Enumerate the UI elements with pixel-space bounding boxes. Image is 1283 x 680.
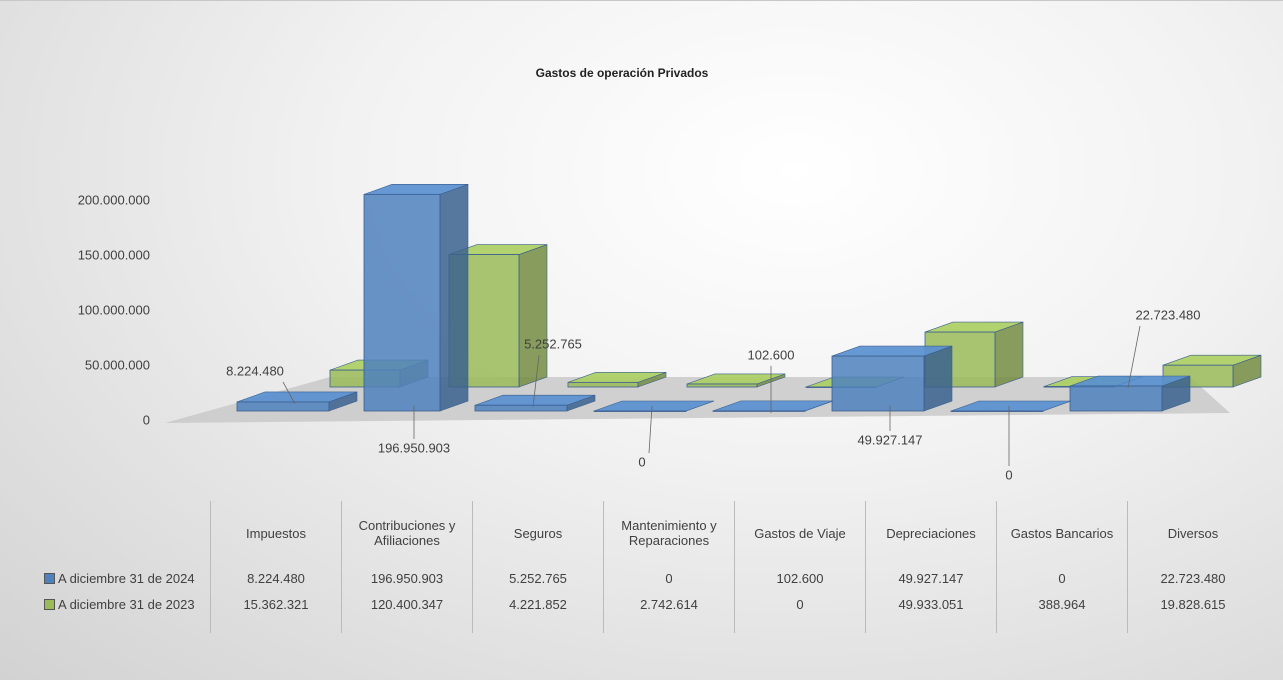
bar-front <box>567 381 639 388</box>
y-tick-label: 200.000.000 <box>78 192 150 207</box>
column-header: Seguros <box>472 501 604 565</box>
bar-side <box>518 244 548 388</box>
corner <box>40 501 211 565</box>
column-header: Diversos <box>1127 501 1258 565</box>
table-cell: 0 <box>734 591 866 633</box>
bar-side <box>994 321 1024 388</box>
bar <box>831 345 953 412</box>
bar-front <box>712 410 806 412</box>
bar <box>363 183 469 412</box>
y-tick-label: 0 <box>143 412 150 427</box>
bar <box>1069 375 1191 412</box>
table-cell: 196.950.903 <box>341 565 473 591</box>
data-label: 22.723.480 <box>1135 307 1200 322</box>
bar-side <box>439 183 469 412</box>
y-tick-label: 50.000.000 <box>85 357 150 372</box>
column-header: Depreciaciones <box>865 501 997 565</box>
data-table: Impuestos Contribuciones y Afiliaciones Se… <box>40 501 1258 633</box>
data-label: 49.927.147 <box>857 432 922 447</box>
bar-front <box>363 193 441 412</box>
data-label: 0 <box>638 454 645 469</box>
bar-front <box>474 404 568 412</box>
table-cell: 388.964 <box>996 591 1128 633</box>
column-header: Impuestos <box>210 501 342 565</box>
legend-entry: A diciembre 31 de 2024 <box>40 565 211 591</box>
bar <box>236 391 358 412</box>
chart-title: Gastos de operación Privados <box>536 66 709 80</box>
column-header: Gastos de Viaje <box>734 501 866 565</box>
table-cell: 0 <box>996 565 1128 591</box>
table-cell: 5.252.765 <box>472 565 604 591</box>
table-cell: 15.362.321 <box>210 591 342 633</box>
bar <box>593 400 715 412</box>
data-label: 8.224.480 <box>226 363 284 378</box>
table-cell: 2.742.614 <box>603 591 735 633</box>
leader-line <box>532 355 540 408</box>
column-header: Mantenimiento y Reparaciones <box>603 501 735 565</box>
table-cell: 19.828.615 <box>1127 591 1258 633</box>
bar-front <box>1069 385 1163 412</box>
table-row: A diciembre 31 de 2024 8.224.480 196.950.9… <box>40 565 1258 591</box>
table-cell: 49.927.147 <box>865 565 997 591</box>
table-cell: 102.600 <box>734 565 866 591</box>
column-header: Contribuciones y Afiliaciones <box>341 501 473 565</box>
table-cell: 4.221.852 <box>472 591 604 633</box>
table-cell: 0 <box>603 565 735 591</box>
bar <box>567 371 667 388</box>
legend-label: A diciembre 31 de 2024 <box>58 570 195 586</box>
bar-front <box>831 355 925 412</box>
table-cell: 22.723.480 <box>1127 565 1258 591</box>
table-cell: 8.224.480 <box>210 565 342 591</box>
table-row: A diciembre 31 de 2023 15.362.321 120.400.… <box>40 591 1258 633</box>
chart: Gastos de operación Privados 0 50.000.000… <box>78 66 1262 482</box>
bar-front <box>686 383 758 388</box>
bar-front <box>236 401 330 412</box>
legend-entry: A diciembre 31 de 2023 <box>40 591 211 633</box>
legend-swatch <box>44 598 55 610</box>
y-tick-label: 100.000.000 <box>78 302 150 317</box>
y-tick-label: 150.000.000 <box>78 247 150 262</box>
leader-line <box>282 381 296 405</box>
leader-line <box>648 405 653 454</box>
legend-label: A diciembre 31 de 2023 <box>58 596 195 612</box>
legend-swatch <box>44 572 55 584</box>
bar-side <box>923 345 953 412</box>
leader-line <box>1127 325 1141 389</box>
table-cell: 49.933.051 <box>865 591 997 633</box>
column-header: Gastos Bancarios <box>996 501 1128 565</box>
data-label: 5.252.765 <box>524 337 582 352</box>
data-label: 0 <box>1005 467 1012 482</box>
bar-front <box>593 410 687 412</box>
table-cell: 120.400.347 <box>341 591 473 633</box>
data-label: 102.600 <box>748 347 795 362</box>
bar <box>474 394 596 412</box>
data-label: 196.950.903 <box>378 440 450 455</box>
bar-front <box>950 410 1044 412</box>
table-header: Impuestos Contribuciones y Afiliaciones Se… <box>40 501 1258 565</box>
